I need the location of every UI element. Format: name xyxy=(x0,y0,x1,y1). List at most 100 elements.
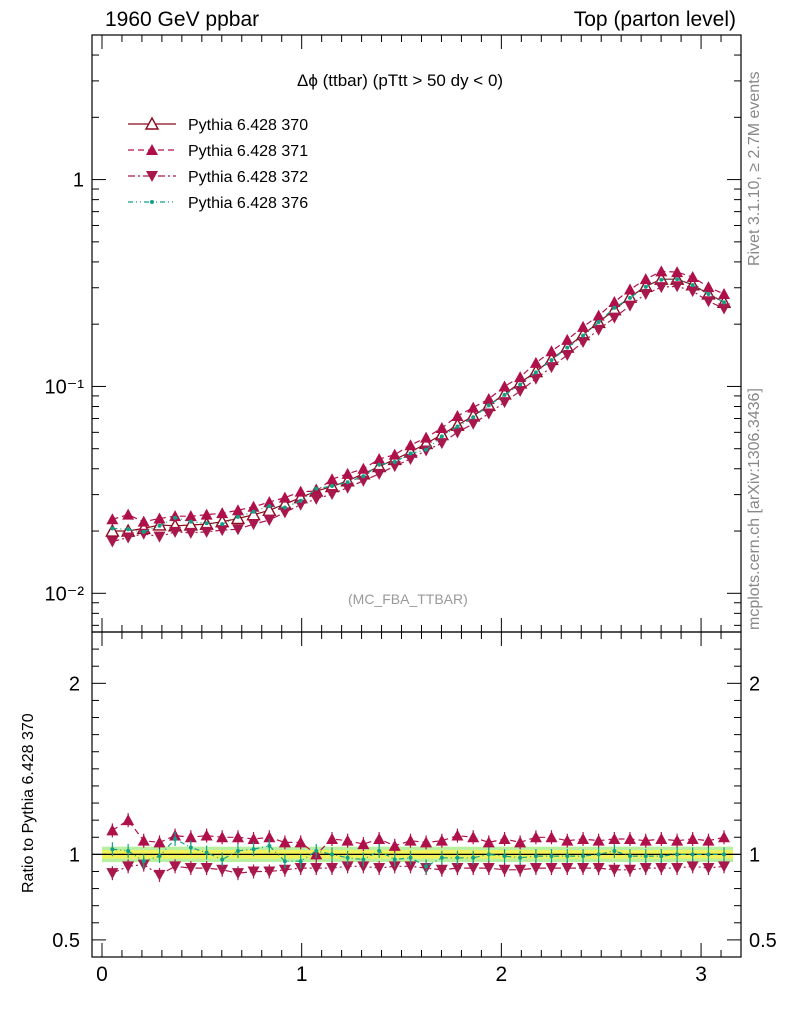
ratio-point xyxy=(718,831,731,843)
ratio-point xyxy=(377,848,382,853)
data-point xyxy=(263,515,276,527)
ratio-point xyxy=(247,866,260,878)
data-point xyxy=(659,277,664,282)
data-point xyxy=(247,519,260,531)
data-point xyxy=(533,370,538,375)
ratio-point xyxy=(451,863,464,875)
data-point xyxy=(639,288,652,300)
ratio-point xyxy=(263,866,276,878)
x-tick-label: 1 xyxy=(296,963,308,986)
data-point xyxy=(627,295,632,300)
ratio-y-axis-label: Ratio to Pythia 6.428 370 xyxy=(20,713,37,893)
data-point xyxy=(126,527,131,532)
legend: Pythia 6.428 370 Pythia 6.428 371 Pythia 6… xyxy=(128,116,308,212)
ratio-point xyxy=(122,814,135,826)
ratio-point xyxy=(137,834,150,846)
data-point xyxy=(345,480,350,485)
data-point xyxy=(671,266,684,278)
header-right: Top (parton level) xyxy=(573,8,736,31)
ratio-point xyxy=(561,863,574,875)
ratio-point xyxy=(424,864,429,869)
ratio-point xyxy=(702,863,715,875)
data-point xyxy=(388,461,401,473)
ratio-y-tick-label: 2 xyxy=(69,673,80,695)
data-point xyxy=(137,515,150,527)
ratio-point xyxy=(577,832,590,844)
ratio-y-tick-label-right: 1 xyxy=(749,844,760,866)
data-point xyxy=(549,358,554,363)
data-point xyxy=(122,532,135,544)
ratio-point xyxy=(561,834,574,846)
legend-marker xyxy=(146,171,158,182)
data-point xyxy=(278,507,291,519)
ratio-point xyxy=(655,832,668,844)
data-point xyxy=(106,536,119,548)
data-point xyxy=(204,521,209,526)
data-point xyxy=(420,431,433,443)
data-point xyxy=(702,281,715,293)
ratio-point xyxy=(173,836,178,841)
data-point xyxy=(341,467,354,479)
ratio-point xyxy=(435,864,448,876)
ratio-point xyxy=(294,863,307,875)
ratio-point xyxy=(612,848,617,853)
ratio-point xyxy=(529,863,542,875)
data-point xyxy=(690,283,695,288)
ratio-point xyxy=(247,832,260,844)
data-point xyxy=(718,303,731,315)
data-point xyxy=(514,371,527,383)
ratio-point xyxy=(184,831,197,843)
ratio-point xyxy=(200,829,213,841)
data-point xyxy=(498,397,511,409)
ratio-point xyxy=(690,852,695,857)
ratio-point xyxy=(486,852,491,857)
ratio-point xyxy=(502,854,507,859)
data-point xyxy=(529,356,542,368)
ratio-frame xyxy=(91,631,742,958)
data-point xyxy=(357,475,370,487)
ratio-point xyxy=(659,854,664,859)
data-point xyxy=(231,504,244,516)
ratio-point xyxy=(623,864,636,876)
ratio-point xyxy=(627,854,632,859)
ratio-point xyxy=(529,831,542,843)
series-line-1 xyxy=(112,270,725,523)
ratio-point xyxy=(326,832,339,844)
data-point xyxy=(581,333,586,338)
data-point xyxy=(623,283,636,295)
ratio-point xyxy=(518,855,523,860)
data-point xyxy=(623,300,636,312)
ratio-point xyxy=(314,848,319,853)
data-point xyxy=(200,508,213,520)
ratio-y-tick-label-right: 2 xyxy=(749,673,760,695)
ratio-point xyxy=(514,836,527,848)
data-point xyxy=(702,296,715,308)
ratio-point xyxy=(577,863,590,875)
data-point xyxy=(655,265,668,277)
ratio-point xyxy=(671,834,684,846)
data-point xyxy=(435,438,448,450)
ratio-point xyxy=(392,857,397,862)
ratio-point xyxy=(596,852,601,857)
ratio-point xyxy=(686,861,699,873)
ratio-point xyxy=(141,859,146,864)
data-point xyxy=(686,271,699,283)
series-line-0 xyxy=(112,278,725,532)
ratio-point xyxy=(498,864,511,876)
ratio-point xyxy=(188,845,193,850)
ratio-point xyxy=(216,831,229,843)
ratio-point xyxy=(467,831,480,843)
legend-marker xyxy=(150,200,154,204)
data-point xyxy=(608,312,621,324)
data-point xyxy=(451,409,464,421)
ratio-point xyxy=(404,861,417,873)
data-point xyxy=(482,392,495,404)
data-point xyxy=(577,337,590,349)
rivet-label: Rivet 3.1.10, ≥ 2.7M events xyxy=(746,71,763,266)
ratio-point xyxy=(106,868,119,880)
ratio-point xyxy=(231,831,244,843)
ratio-point xyxy=(200,863,213,875)
ratio-point xyxy=(341,834,354,846)
ratio-point xyxy=(639,834,652,846)
data-point xyxy=(467,418,480,430)
